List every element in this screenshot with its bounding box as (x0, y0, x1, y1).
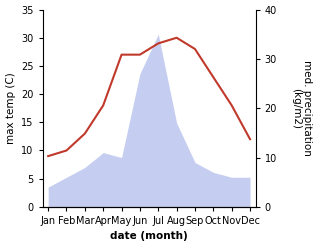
X-axis label: date (month): date (month) (110, 231, 188, 242)
Y-axis label: med. precipitation
(kg/m2): med. precipitation (kg/m2) (291, 60, 313, 156)
Y-axis label: max temp (C): max temp (C) (5, 72, 16, 144)
